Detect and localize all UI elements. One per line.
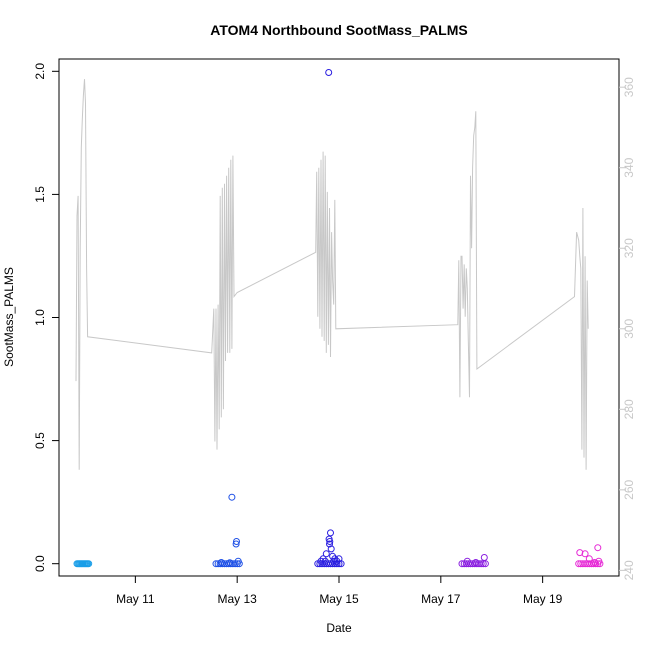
data-point bbox=[472, 559, 480, 566]
y-tick-label: 0.0 bbox=[33, 555, 47, 572]
data-point bbox=[581, 550, 589, 558]
y2-tick-label: 260 bbox=[622, 480, 636, 500]
data-point bbox=[325, 69, 333, 76]
chart-title: ATOM4 Northbound SootMass_PALMS bbox=[210, 22, 467, 38]
data-point bbox=[463, 557, 471, 565]
x-tick-label: May 13 bbox=[218, 592, 258, 606]
data-point bbox=[321, 557, 329, 565]
data-point bbox=[576, 549, 584, 557]
data-point bbox=[477, 560, 485, 568]
y2-tick-label: 300 bbox=[622, 318, 636, 338]
y-axis-left: 0.0 0.5 1.0 1.5 2.0 bbox=[33, 63, 59, 572]
y2-tick-label: 340 bbox=[622, 157, 636, 177]
y-axis-right: 240 260 280 300 320 340 360 bbox=[619, 77, 636, 580]
scatter-points bbox=[73, 69, 604, 568]
plot-frame bbox=[58, 58, 620, 577]
data-point bbox=[217, 559, 225, 566]
x-tick-label: May 15 bbox=[319, 592, 359, 606]
secondary-series-line bbox=[75, 79, 589, 470]
y2-tick-label: 320 bbox=[622, 238, 636, 258]
y-tick-label: 2.0 bbox=[33, 63, 47, 80]
y2-tick-label: 280 bbox=[622, 399, 636, 419]
data-point bbox=[228, 493, 236, 501]
data-point bbox=[591, 559, 599, 566]
x-tick-label: May 11 bbox=[116, 592, 155, 606]
data-point bbox=[85, 560, 93, 568]
data-point bbox=[226, 559, 234, 567]
y-axis-label: SootMass_PALMS bbox=[2, 267, 16, 367]
data-point bbox=[594, 544, 602, 552]
data-point bbox=[234, 557, 242, 565]
secondary-series bbox=[75, 79, 589, 470]
x-tick-label: May 17 bbox=[421, 592, 461, 606]
data-point bbox=[335, 555, 343, 563]
data-point bbox=[322, 550, 330, 558]
data-point bbox=[585, 555, 593, 563]
data-point bbox=[233, 538, 240, 545]
y2-tick-label: 360 bbox=[622, 77, 636, 97]
y2-tick-label: 240 bbox=[622, 560, 636, 580]
y-tick-label: 1.0 bbox=[33, 309, 47, 326]
data-point bbox=[232, 540, 240, 548]
data-point bbox=[326, 538, 334, 545]
y-tick-label: 0.5 bbox=[33, 432, 47, 449]
y-tick-label: 1.5 bbox=[33, 186, 47, 203]
x-axis: May 11 May 13 May 15 May 17 May 19 bbox=[116, 575, 563, 606]
data-point bbox=[326, 540, 333, 548]
x-axis-label: Date bbox=[326, 621, 352, 635]
data-point bbox=[327, 529, 334, 537]
data-point bbox=[595, 557, 603, 565]
x-tick-label: May 19 bbox=[523, 592, 563, 606]
data-point bbox=[327, 545, 335, 553]
data-point bbox=[480, 554, 488, 561]
